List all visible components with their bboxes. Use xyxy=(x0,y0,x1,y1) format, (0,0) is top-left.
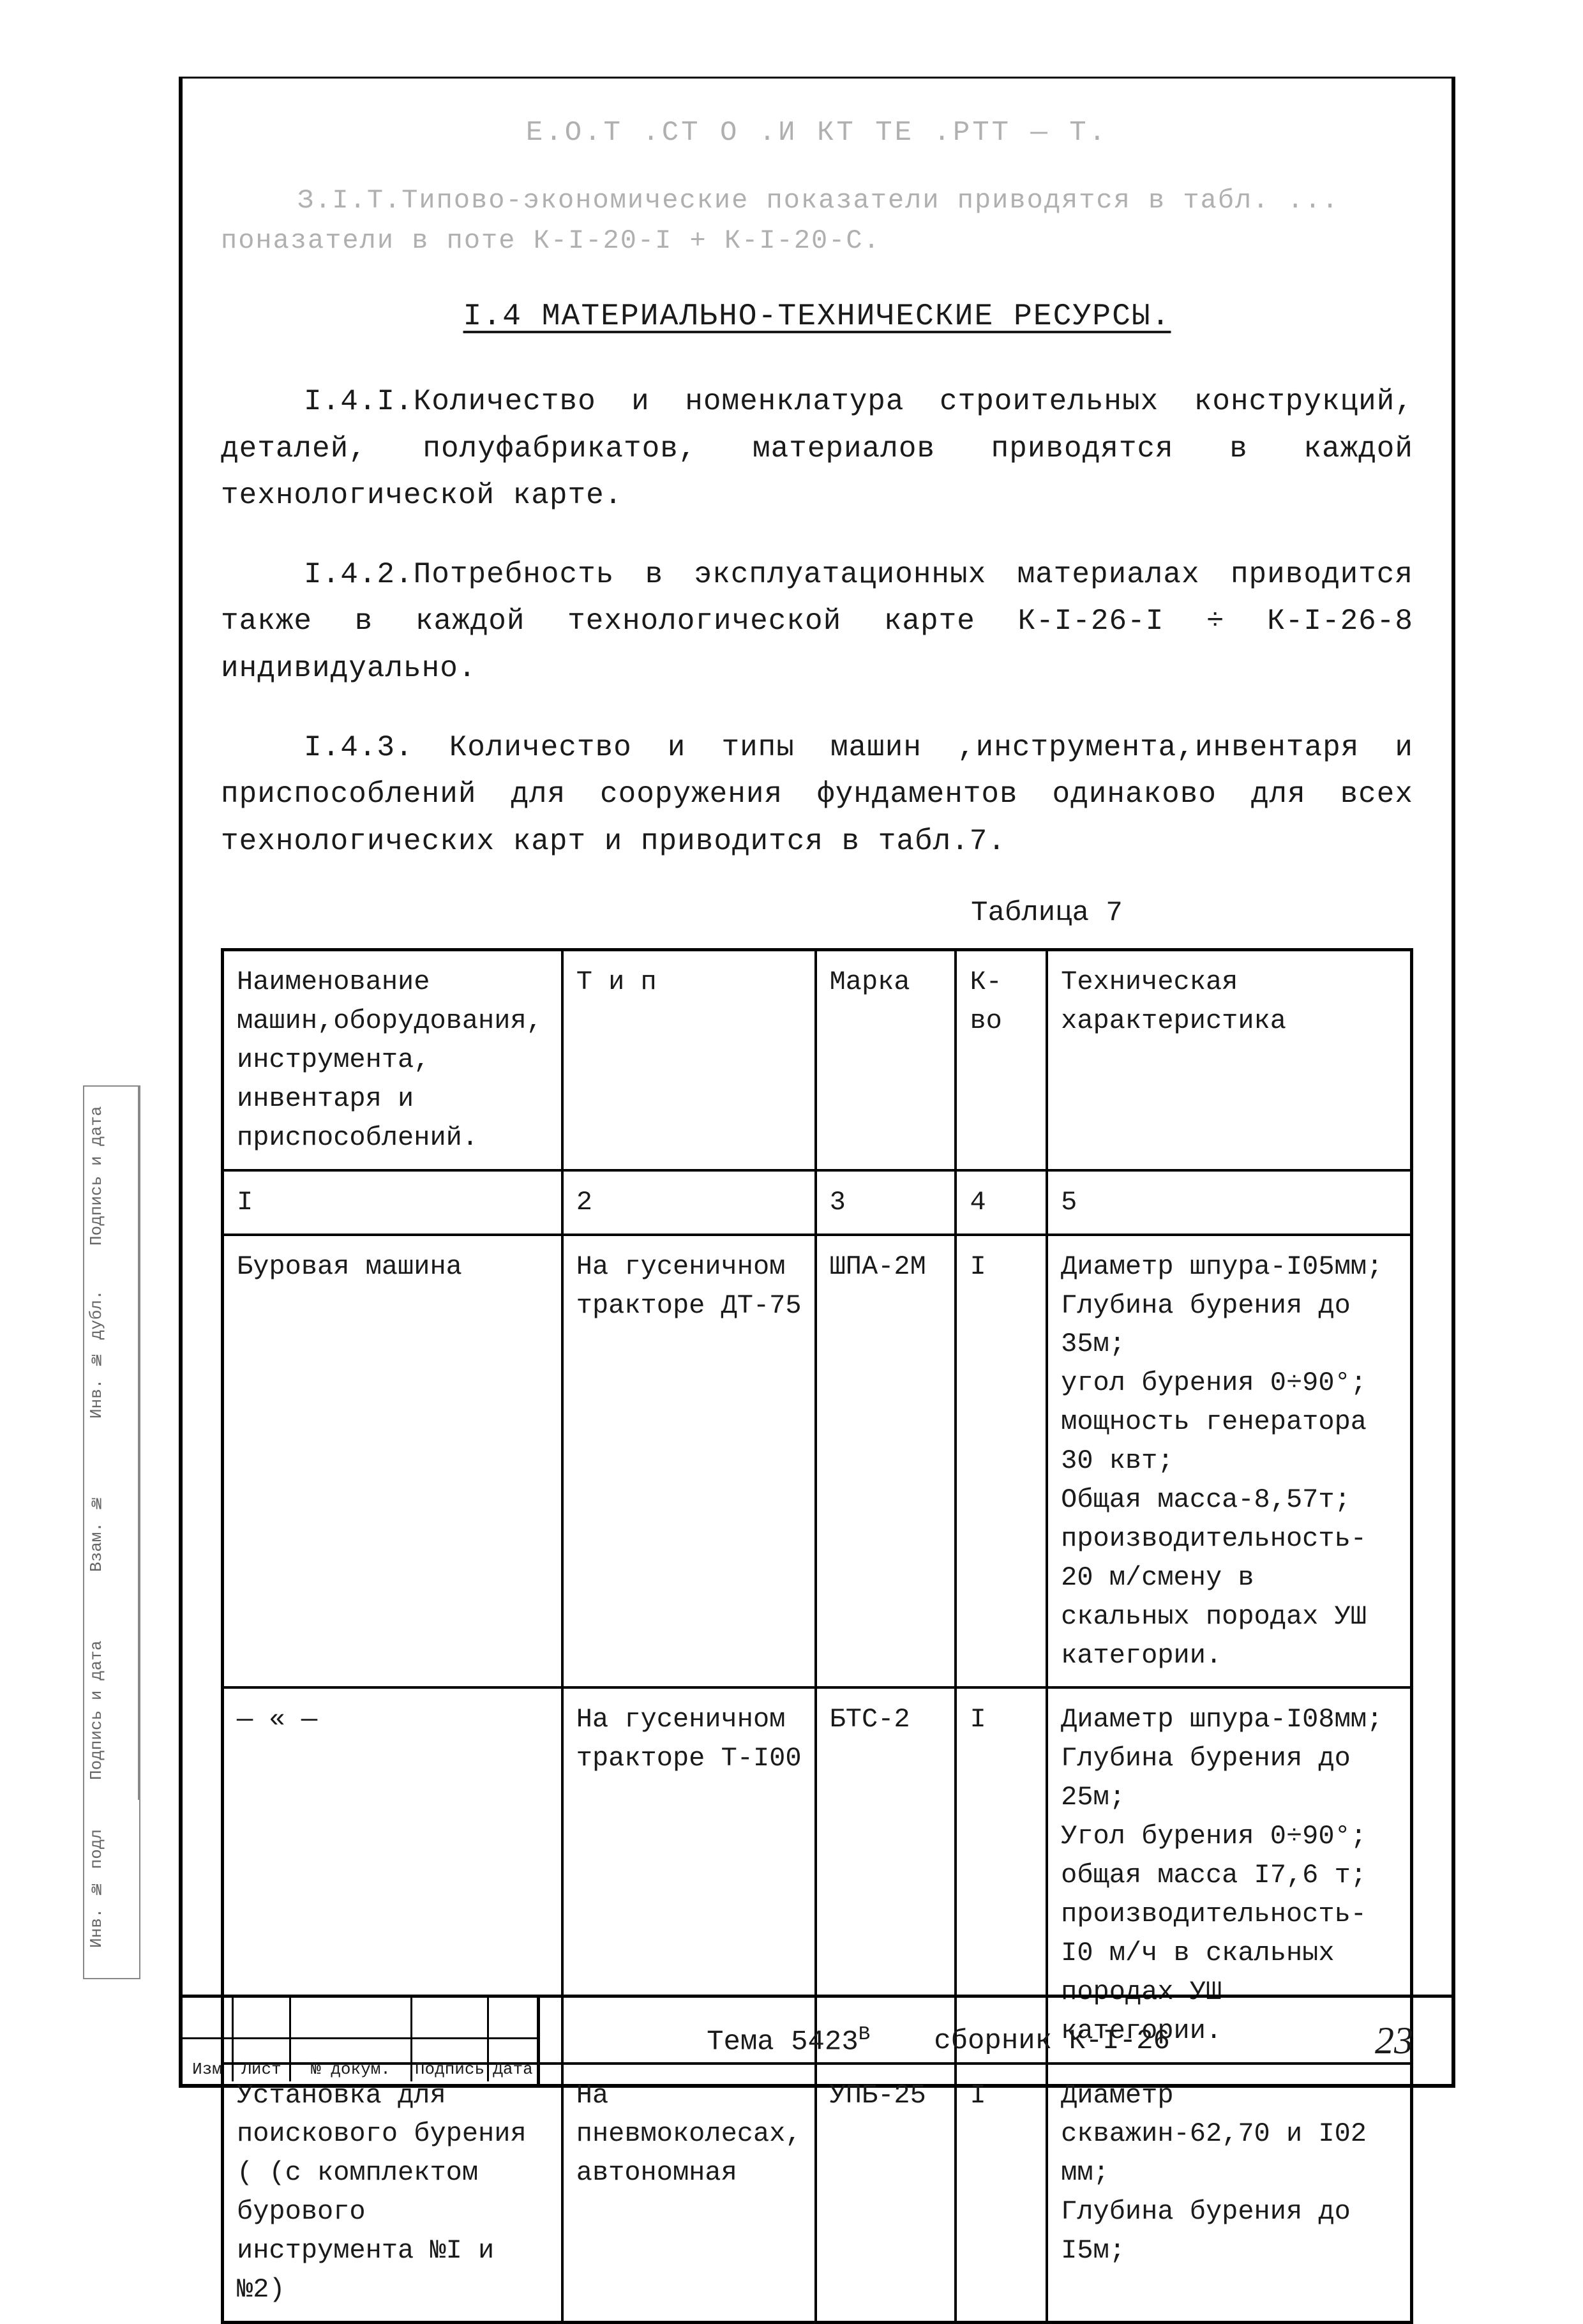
cell-spec: Диаметр шпура-І05мм; Глубина бурения до … xyxy=(1047,1235,1411,1688)
label-data: Дата xyxy=(489,2039,537,2081)
cell-spec: Диаметр скважин-62,70 и І02 мм; Глубина … xyxy=(1047,2064,1411,2323)
title-block-center: Тема 5423В сборник К-І-26 xyxy=(540,1998,1337,2084)
paragraph-141: І.4.І.Количество и номенклатура строител… xyxy=(221,379,1413,520)
side-label: Подпись и дата xyxy=(84,1622,139,1800)
side-label: Подпись и дата xyxy=(84,1087,139,1265)
th-spec: Техническая характеристика xyxy=(1047,950,1411,1170)
table-caption: Таблица 7 xyxy=(680,897,1413,929)
sbornik-label: сборник К-І-26 xyxy=(934,2025,1170,2057)
colnum: І xyxy=(223,1170,562,1235)
table-colnum-row: І 2 3 4 5 xyxy=(223,1170,1412,1235)
equipment-table: Наименование машин,оборудования, инструм… xyxy=(221,948,1413,2324)
page-number: 23 xyxy=(1337,1998,1452,2084)
faded-header: Е.О.Т .СТ О .И КТ ТЕ .РТТ — Т. xyxy=(221,117,1413,149)
cell-mark: УПБ-25 xyxy=(816,2064,956,2323)
page-frame: Е.О.Т .СТ О .И КТ ТЕ .РТТ — Т. З.І.Т.Тип… xyxy=(179,77,1455,2088)
cell-mark: ШПА-2М xyxy=(816,1235,956,1688)
label-podpis: Подпись xyxy=(412,2039,489,2081)
side-label: Инв. № дубл. xyxy=(84,1265,139,1443)
side-label: Инв. № подл xyxy=(84,1800,139,1978)
th-qty: К-во xyxy=(956,950,1047,1170)
cell-type: На гусеничном тракторе ДТ-75 xyxy=(562,1235,816,1688)
colnum: 5 xyxy=(1047,1170,1411,1235)
label-izm: Изм xyxy=(183,2039,234,2081)
label-list: Лист xyxy=(234,2039,291,2081)
paragraph-143: І.4.3. Количество и типы машин ,инструме… xyxy=(221,725,1413,866)
side-label: Взам. № xyxy=(84,1443,139,1621)
colnum: 4 xyxy=(956,1170,1047,1235)
tema-text: Тема 5423 xyxy=(707,2026,859,2058)
label-dokum: № докум. xyxy=(291,2039,412,2081)
tema-label: Тема 5423В xyxy=(707,2023,870,2058)
side-revision-stamp: Инв. № подл Подпись и дата Взам. № Инв. … xyxy=(83,1085,140,1979)
section-title: І.4 МАТЕРИАЛЬНО-ТЕХНИЧЕСКИЕ РЕСУРСЫ. xyxy=(221,299,1413,334)
table-row: Установка для поискового бурения ( (с ко… xyxy=(223,2064,1412,2323)
table-header-row: Наименование машин,оборудования, инструм… xyxy=(223,950,1412,1170)
th-name: Наименование машин,оборудования, инструм… xyxy=(223,950,562,1170)
faded-intro-paragraph: З.І.Т.Типово-экономические показатели пр… xyxy=(221,181,1413,261)
cell-qty: І xyxy=(956,2064,1047,2323)
cell-name: Буровая машина xyxy=(223,1235,562,1688)
table-row: Буровая машинаНа гусеничном тракторе ДТ-… xyxy=(223,1235,1412,1688)
cell-qty: І xyxy=(956,1235,1047,1688)
th-type: Т и п xyxy=(562,950,816,1170)
cell-name: Установка для поискового бурения ( (с ко… xyxy=(223,2064,562,2323)
colnum: 2 xyxy=(562,1170,816,1235)
title-block: Изм Лист № докум. Подпись Дата Тема 5423… xyxy=(183,1995,1452,2084)
colnum: 3 xyxy=(816,1170,956,1235)
table-body: Буровая машинаНа гусеничном тракторе ДТ-… xyxy=(223,1235,1412,2323)
th-mark: Марка xyxy=(816,950,956,1170)
cell-type: На пневмоколесах, автономная xyxy=(562,2064,816,2323)
paragraph-142: І.4.2.Потребность в эксплуатационных мат… xyxy=(221,552,1413,693)
title-block-revision-grid: Изм Лист № докум. Подпись Дата xyxy=(183,1998,540,2084)
tema-sup: В xyxy=(859,2023,870,2046)
